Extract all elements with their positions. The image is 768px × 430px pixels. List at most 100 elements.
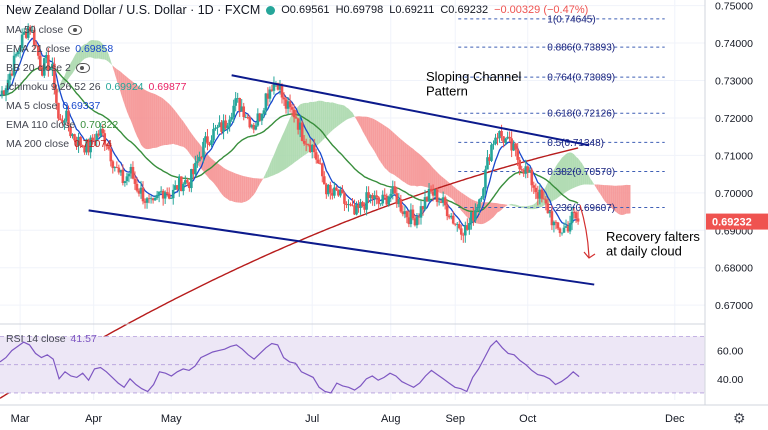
candle-body (113, 167, 117, 169)
candle-body (115, 167, 119, 168)
candle-body (514, 143, 517, 150)
cloud-bearish-segment (215, 161, 218, 189)
cloud-bearish-segment (423, 157, 426, 187)
candle-body (461, 234, 465, 236)
cloud-bearish-segment (406, 144, 409, 186)
candle-body (260, 113, 264, 121)
low-value: L0.69211 (389, 4, 435, 16)
candle-body (335, 187, 338, 191)
cloud-bullish-segment (521, 206, 524, 209)
cloud-bullish-segment (279, 136, 282, 173)
candle-body (566, 226, 570, 232)
cloud-bearish-segment (388, 128, 391, 174)
candle-body (109, 148, 113, 162)
cloud-bearish-segment (620, 185, 623, 216)
candle-body (542, 198, 546, 200)
cloud-bullish-segment (580, 161, 583, 186)
legend-row[interactable]: MA 5 close 0.69337 (6, 100, 100, 112)
cloud-bearish-segment (400, 139, 403, 182)
candle-body (24, 31, 28, 38)
cloud-bullish-segment (324, 101, 327, 139)
cloud-bearish-segment (199, 143, 202, 170)
price-tick-label: 0.70000 (715, 188, 753, 200)
settings-gear-icon[interactable]: ⚙ (733, 410, 746, 426)
hidden-eye-icon[interactable] (68, 25, 83, 35)
cloud-bullish-segment (72, 56, 75, 74)
candle-body (476, 208, 479, 211)
cloud-bullish-segment (326, 102, 329, 137)
cloud-bearish-segment (175, 110, 178, 145)
cloud-bearish-segment (465, 195, 468, 218)
legend-row[interactable]: MA 200 close 0.71074 (6, 138, 112, 150)
cloud-bullish-segment (511, 203, 514, 207)
market-status-icon (266, 5, 276, 15)
cloud-bearish-segment (624, 184, 627, 215)
candle-body (16, 51, 20, 55)
cloud-bullish-segment (350, 110, 353, 118)
cloud-bearish-segment (157, 95, 160, 148)
candle-body (161, 190, 165, 199)
candle-body (97, 133, 100, 136)
legend-row[interactable]: EMA 21 close 0.69858 (6, 43, 113, 55)
candle-body (427, 188, 431, 202)
legend-row[interactable]: BB 20 close 2 (6, 62, 90, 74)
candle-body (405, 211, 409, 218)
close-value: C0.69232 (440, 4, 489, 16)
legend-row[interactable]: Ichimoku 9 26 52 26 0.69924 0.69877 (6, 81, 187, 93)
candle-body (222, 120, 225, 132)
rsi-legend[interactable]: RSI 14 close 41.57 (6, 333, 97, 345)
candle-body (437, 201, 441, 203)
cloud-bearish-segment (396, 135, 399, 179)
candle-body (504, 138, 507, 143)
cloud-bearish-segment (608, 185, 611, 207)
candle-body (367, 192, 370, 198)
cloud-bullish-segment (322, 100, 325, 141)
candle-body (560, 232, 564, 234)
candle-body (564, 226, 568, 228)
cloud-bearish-segment (132, 81, 135, 132)
candle-body (75, 140, 78, 146)
cloud-bullish-segment (332, 102, 335, 131)
last-price-label: 0.69232 (712, 217, 752, 229)
candle-body (536, 192, 540, 199)
candle-body (357, 204, 360, 208)
candle-body (337, 190, 340, 196)
cloud-bullish-segment (535, 200, 538, 209)
recovery-arrow-head (583, 251, 596, 259)
cloud-bearish-segment (257, 178, 260, 188)
cloud-bearish-segment (217, 163, 220, 192)
candle-body (294, 117, 298, 119)
candle-body (224, 120, 227, 129)
candle-body (532, 185, 536, 188)
cloud-bearish-segment (598, 184, 601, 195)
legend-row[interactable]: MA 50 close (6, 24, 83, 36)
legend-row[interactable]: EMA 110 close 0.70322 (6, 119, 118, 131)
candle-body (41, 69, 44, 76)
candle-body (466, 225, 469, 230)
cloud-bearish-segment (493, 202, 496, 218)
cloud-bearish-segment (614, 185, 617, 213)
cloud-bearish-segment (122, 73, 125, 106)
candle-body (284, 99, 288, 109)
cloud-bearish-segment (503, 204, 506, 208)
cloud-bullish-segment (308, 101, 311, 153)
channel-annotation: Sloping Channel Pattern (426, 69, 522, 98)
candle-body (2, 90, 6, 95)
candle-body (423, 197, 427, 210)
candle-body (538, 189, 542, 199)
candle-body (216, 127, 219, 128)
candle-body (238, 98, 241, 112)
candle-body (256, 113, 260, 126)
cloud-bullish-segment (100, 41, 103, 60)
candle-body (12, 55, 16, 76)
candle-body (143, 201, 147, 203)
symbol-title[interactable]: New Zealand Dollar / U.S. Dollar · 1D · … (6, 3, 261, 17)
cloud-bearish-segment (141, 87, 144, 148)
candle-body (272, 83, 276, 91)
cloud-bearish-segment (427, 161, 430, 189)
cloud-bullish-segment (96, 40, 99, 59)
candle-body (425, 197, 429, 202)
hidden-eye-icon[interactable] (75, 63, 90, 73)
cloud-bearish-segment (463, 193, 466, 216)
